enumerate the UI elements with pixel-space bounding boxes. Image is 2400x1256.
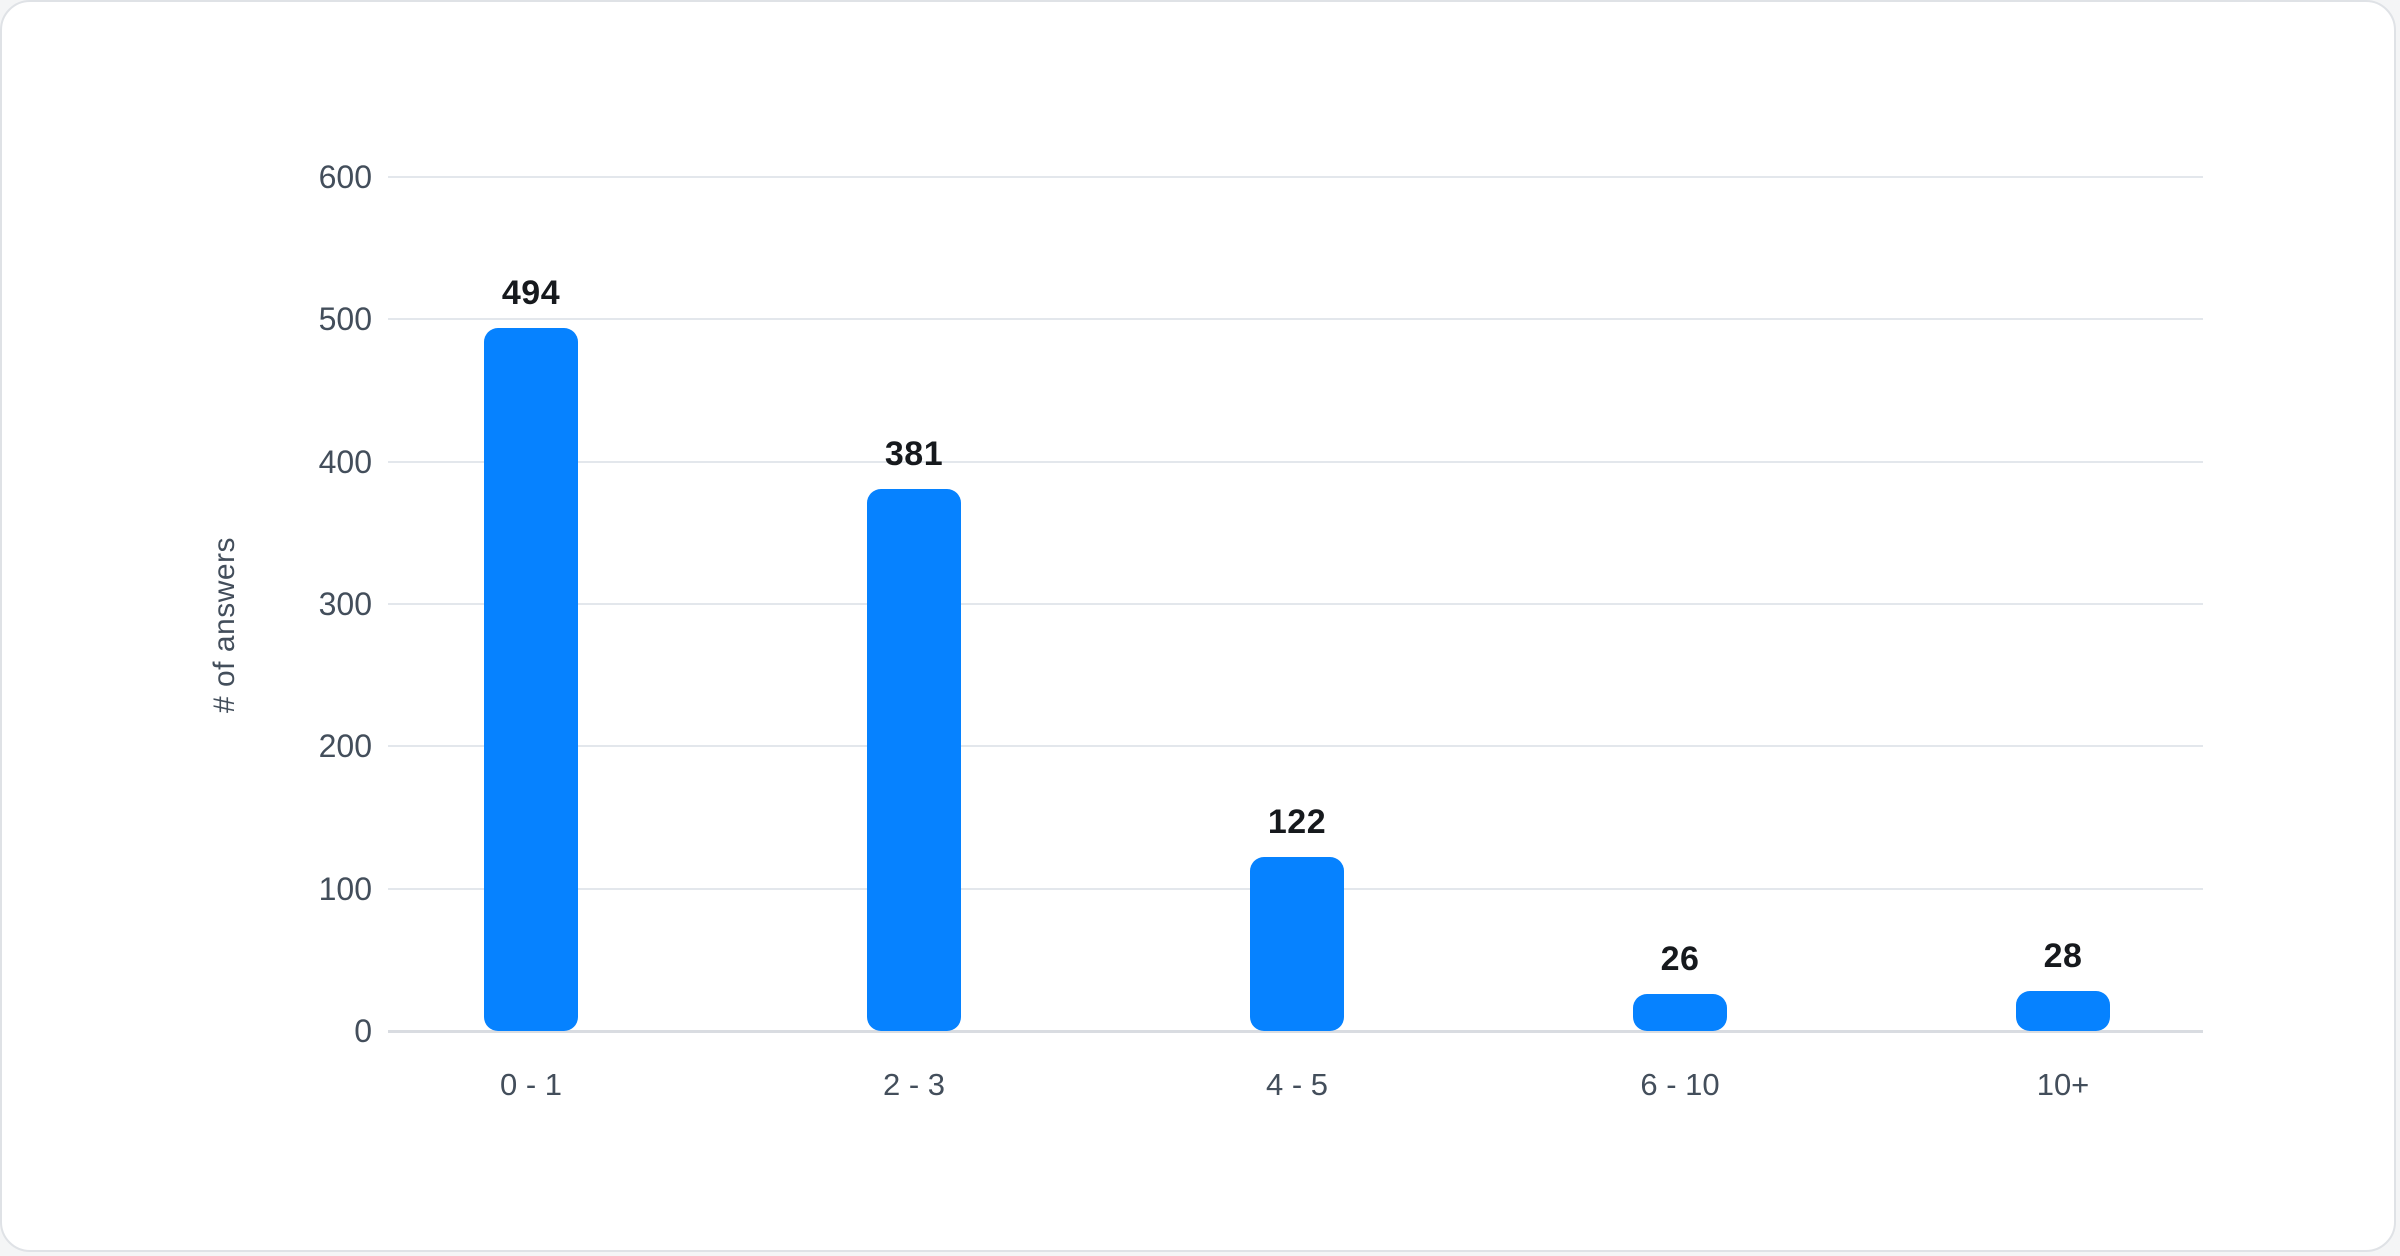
x-tick-label: 6 - 10 [1640,1067,1720,1102]
bar [484,327,578,1031]
y-tick-label: 600 [318,159,372,195]
gridline [388,318,2203,321]
y-axis-title: # of answers [208,536,241,714]
y-tick-label: 500 [318,301,372,338]
gridline [388,460,2203,463]
y-tick-label: 200 [318,728,372,765]
bar-value-label: 28 [2043,937,2083,976]
x-tick-label: 4 - 5 [1265,1067,1329,1102]
bar [2016,991,2110,1031]
gridline [388,176,2203,178]
bar-value-label: 494 [501,273,561,312]
bar-value-label: 26 [1660,939,1700,978]
bar [867,488,961,1031]
bar-value-label: 381 [884,434,944,473]
bar [1633,993,1727,1031]
y-tick-label: 0 [354,1013,372,1049]
y-tick-label: 300 [318,586,372,622]
x-tick-label: 2 - 3 [882,1067,946,1102]
x-tick-label: 0 - 1 [499,1067,563,1102]
y-tick-label: 100 [318,870,372,907]
bar [1250,857,1344,1031]
gridline [388,603,2203,605]
bar-value-label: 122 [1267,803,1327,842]
x-axis-baseline [388,1030,2203,1033]
gridline [388,745,2203,748]
x-tick-label: 10+ [2036,1067,2090,1102]
y-tick-label: 400 [318,443,372,480]
